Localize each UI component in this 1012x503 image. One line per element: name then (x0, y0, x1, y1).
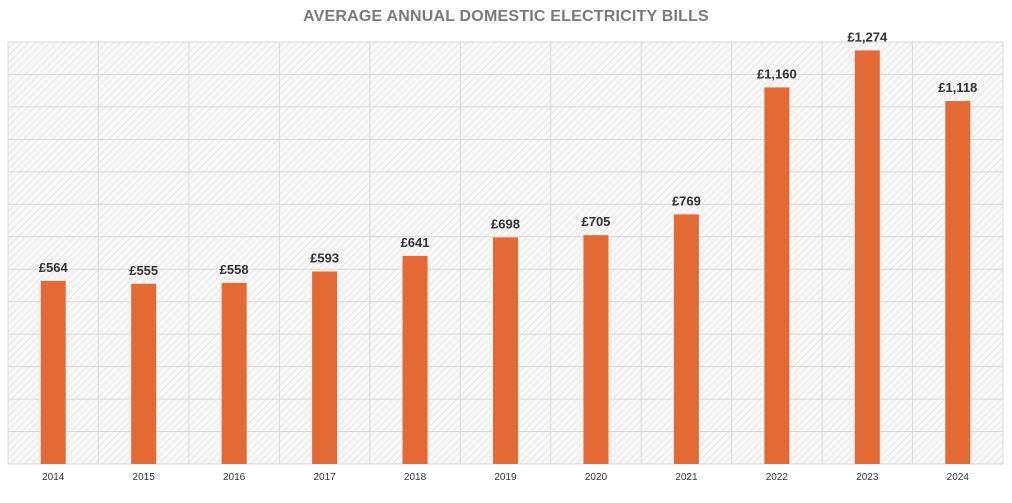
data-label-2015: £555 (129, 263, 158, 278)
x-tick-label-2024: 2024 (947, 472, 970, 483)
bar-2021 (673, 214, 699, 464)
x-tick-label-2023: 2023 (856, 472, 879, 483)
x-tick-label-2018: 2018 (404, 472, 427, 483)
bar-2023 (854, 50, 880, 464)
bar-2017 (312, 271, 338, 464)
chart-title: AVERAGE ANNUAL DOMESTIC ELECTRICITY BILL… (303, 8, 709, 25)
bars (40, 50, 971, 464)
bar-2014 (40, 280, 66, 464)
bar-2022 (764, 87, 790, 464)
x-tick-label-2022: 2022 (766, 472, 789, 483)
data-label-2020: £705 (581, 214, 610, 229)
x-tick-label-2016: 2016 (223, 472, 246, 483)
data-label-2016: £558 (220, 262, 249, 277)
x-axis-ticks: 2014 2015 2016 2017 2018 2019 2020 2021 2022 2023… (42, 472, 969, 483)
data-label-2019: £698 (491, 216, 520, 231)
x-tick-label-2017: 2017 (313, 472, 336, 483)
x-tick-label-2021: 2021 (675, 472, 698, 483)
bar-2020 (583, 235, 609, 464)
bar-2018 (402, 255, 428, 464)
bar-2024 (945, 101, 971, 464)
value-labels: £564 £555 £558 £593 £641 £698 £705 £769 £1,160 £1… (39, 29, 978, 277)
data-label-2014: £564 (39, 260, 69, 275)
data-label-2024: £1,118 (938, 80, 977, 95)
data-label-2018: £641 (401, 235, 430, 250)
x-tick-label-2019: 2019 (494, 472, 517, 483)
x-tick-label-2020: 2020 (585, 472, 608, 483)
x-tick-label-2015: 2015 (133, 472, 156, 483)
x-tick-label-2014: 2014 (42, 472, 65, 483)
data-label-2023: £1,274 (847, 29, 888, 44)
bar-2016 (221, 282, 247, 464)
bar-2019 (493, 237, 518, 464)
bar-2015 (131, 283, 157, 464)
data-label-2021: £769 (672, 193, 701, 208)
data-label-2017: £593 (310, 251, 339, 266)
data-label-2022: £1,160 (757, 66, 797, 81)
